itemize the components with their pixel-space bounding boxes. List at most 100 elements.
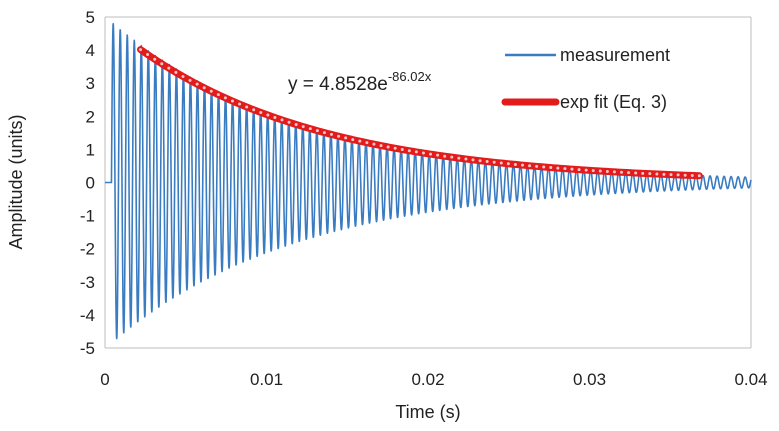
y-tick-labels: 5 4 3 2 1 0 -1 -2 -3 -4 -5 <box>80 8 95 358</box>
y-tick-label: 3 <box>86 74 95 93</box>
exp-fit-point <box>577 168 581 172</box>
series-exp-fit <box>137 46 703 180</box>
exp-fit-point <box>230 99 234 103</box>
exp-fit-point <box>457 156 461 160</box>
exp-fit-point <box>478 159 482 163</box>
legend: measurement exp fit (Eq. 3) <box>501 45 670 112</box>
y-tick-label: 1 <box>86 140 95 159</box>
y-axis-title: Amplitude (units) <box>6 114 26 249</box>
exp-fit-point <box>209 89 213 93</box>
exp-fit-point <box>365 141 369 145</box>
x-tick-label: 0.01 <box>250 370 283 389</box>
y-tick-label: -5 <box>80 339 95 358</box>
y-tick-label: -1 <box>80 207 95 226</box>
exp-fit-point <box>351 138 355 142</box>
exp-fit-point <box>471 158 475 162</box>
exp-fit-point <box>598 169 602 173</box>
exp-fit-point <box>315 129 319 133</box>
exp-fit-point <box>535 164 539 168</box>
exp-fit-point <box>513 162 517 166</box>
exp-fit-point <box>485 160 489 164</box>
exp-fit-point <box>520 163 524 167</box>
exp-fit-point <box>379 144 383 148</box>
exp-fit-point <box>301 125 305 129</box>
exp-fit-point <box>245 105 249 109</box>
exp-fit-point <box>556 166 560 170</box>
exp-fit-point <box>662 172 666 176</box>
exp-fit-point <box>669 173 673 177</box>
exp-fit-point <box>287 120 291 124</box>
exp-fit-point <box>259 110 263 114</box>
exp-fit-point <box>344 136 348 140</box>
x-axis-title: Time (s) <box>395 402 460 422</box>
y-tick-label: -2 <box>80 240 95 259</box>
exp-fit-point <box>506 162 510 166</box>
y-tick-label: 0 <box>86 174 95 193</box>
exp-fit-point <box>216 93 220 97</box>
svg-text:y = 4.8528e-86.02x: y = 4.8528e-86.02x <box>288 69 432 95</box>
exp-fit-point <box>620 170 624 174</box>
x-tick-labels: 0 0.01 0.02 0.03 0.04 <box>100 370 767 389</box>
y-tick-label: -4 <box>80 306 95 325</box>
exp-fit-point <box>697 174 701 178</box>
exp-fit-point <box>414 150 418 154</box>
exp-fit-point <box>400 148 404 152</box>
exp-fit-point <box>195 82 199 86</box>
series-measurement <box>104 22 752 340</box>
x-tick-label: 0.03 <box>573 370 606 389</box>
exp-fit-point <box>683 173 687 177</box>
y-tick-label: 4 <box>86 41 95 60</box>
exp-fit-point <box>266 113 270 117</box>
exp-fit-point <box>612 170 616 174</box>
exp-fit-point <box>464 157 468 161</box>
exp-fit-point <box>421 151 425 155</box>
y-tick-label: 5 <box>86 8 95 27</box>
exp-fit-point <box>492 160 496 164</box>
exp-fit-point <box>641 171 645 175</box>
exp-fit-point <box>294 122 298 126</box>
exp-fit-point <box>160 62 164 66</box>
exp-fit-point <box>337 134 341 138</box>
exp-fit-point <box>429 152 433 156</box>
exp-fit-point <box>322 131 326 135</box>
x-tick-label: 0.02 <box>411 370 444 389</box>
exp-fit-point <box>358 139 362 143</box>
exp-fit-point <box>676 173 680 177</box>
y-tick-label: 2 <box>86 107 95 126</box>
exp-fit-point <box>181 74 185 78</box>
equation-exponent: -86.02x <box>388 69 432 84</box>
exp-fit-point <box>570 167 574 171</box>
exp-fit-point <box>549 166 553 170</box>
exp-fit-point <box>139 48 143 52</box>
x-tick-label: 0 <box>100 370 109 389</box>
fit-equation: y = 4.8528e-86.02x <box>288 69 432 95</box>
exp-fit-point <box>655 172 659 176</box>
exp-fit-point <box>648 172 652 176</box>
exp-fit-point <box>563 167 567 171</box>
exp-fit-point <box>308 127 312 131</box>
x-tick-label: 0.04 <box>734 370 767 389</box>
exp-fit-point <box>174 70 178 74</box>
exp-fit-point <box>690 173 694 177</box>
exp-fit-point <box>146 52 150 56</box>
exp-fit-point <box>238 102 242 106</box>
exp-fit-point <box>584 168 588 172</box>
exp-fit-point <box>273 116 277 120</box>
exp-fit-point <box>407 149 411 153</box>
exp-fit-point <box>167 66 171 70</box>
exp-fit-point <box>280 118 284 122</box>
exp-fit-point <box>450 155 454 159</box>
exp-fit-point <box>223 96 227 100</box>
legend-label-exp-fit: exp fit (Eq. 3) <box>560 92 667 112</box>
exp-fit-point <box>605 169 609 173</box>
legend-label-measurement: measurement <box>560 45 670 65</box>
exp-fit-point <box>153 57 157 61</box>
exp-fit-point <box>386 145 390 149</box>
measurement-line <box>104 22 752 340</box>
exp-fit-point <box>372 142 376 146</box>
equation-main: y = 4.8528e <box>288 74 388 95</box>
exp-fit-point <box>443 154 447 158</box>
exp-fit-point <box>528 164 532 168</box>
exp-fit-point <box>499 161 503 165</box>
